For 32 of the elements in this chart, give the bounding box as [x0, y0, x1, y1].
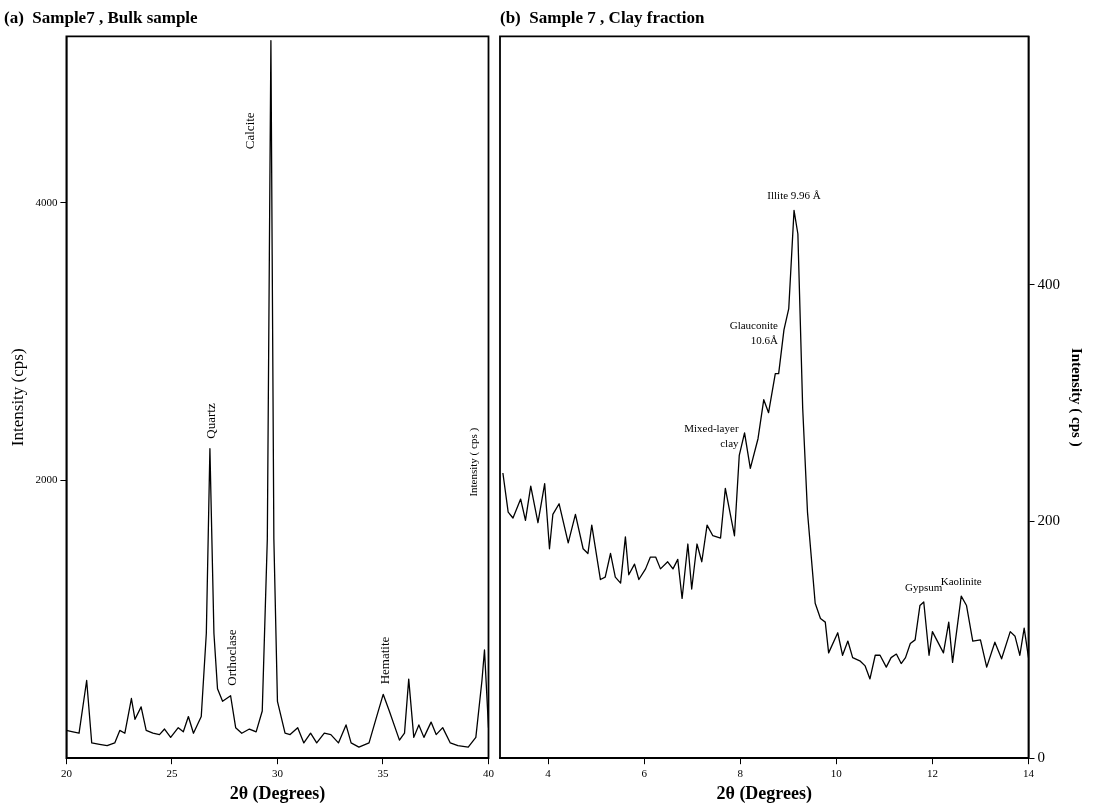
y-axis-title: Intensity ( cps ) — [1068, 347, 1086, 447]
chart-title: (b) Sample 7 , Clay fraction — [500, 7, 705, 27]
x-tick-label: 8 — [737, 766, 744, 779]
y-tick-label: 400 — [1037, 275, 1060, 292]
y-tick-label: 4000 — [35, 195, 58, 208]
y-tick-label: 200 — [1037, 512, 1060, 529]
x-tick-label: 14 — [1023, 766, 1035, 779]
annotation: Gypsum — [905, 580, 943, 593]
annotation: Mixed-layer clay — [684, 422, 740, 450]
x-tick-label: 20 — [60, 766, 73, 779]
y-tick-label: 0 — [1037, 749, 1045, 766]
annotation: Calcite — [241, 112, 257, 150]
x-axis-title: 2θ (Degrees) — [716, 782, 813, 804]
annotation: Illite 9.96 Å — [767, 189, 821, 202]
annotation: Hematite — [376, 636, 392, 685]
chart-title: (a) Sample7 , Bulk sample — [4, 7, 199, 27]
x-tick-label: 10 — [830, 766, 843, 779]
x-tick-label: 6 — [641, 766, 648, 779]
y-axis-title: Intensity (cps) — [7, 348, 27, 447]
x-tick-label: 40 — [483, 766, 495, 779]
x-axis-title: 2θ (Degrees) — [229, 782, 326, 804]
annotation: Orthoclase — [224, 629, 240, 686]
y-tick-label: 2000 — [35, 473, 58, 486]
annotation: Kaolinite — [940, 574, 982, 587]
x-tick-label: 30 — [271, 766, 284, 779]
annotation: Intensity ( cps ) — [466, 427, 480, 497]
annotation: Glauconite 10.6Å — [729, 319, 779, 347]
x-tick-label: 4 — [545, 766, 552, 779]
annotation: Quartz — [203, 403, 219, 439]
x-tick-label: 25 — [166, 766, 178, 779]
x-tick-label: 12 — [926, 766, 938, 779]
x-tick-label: 35 — [377, 766, 389, 779]
